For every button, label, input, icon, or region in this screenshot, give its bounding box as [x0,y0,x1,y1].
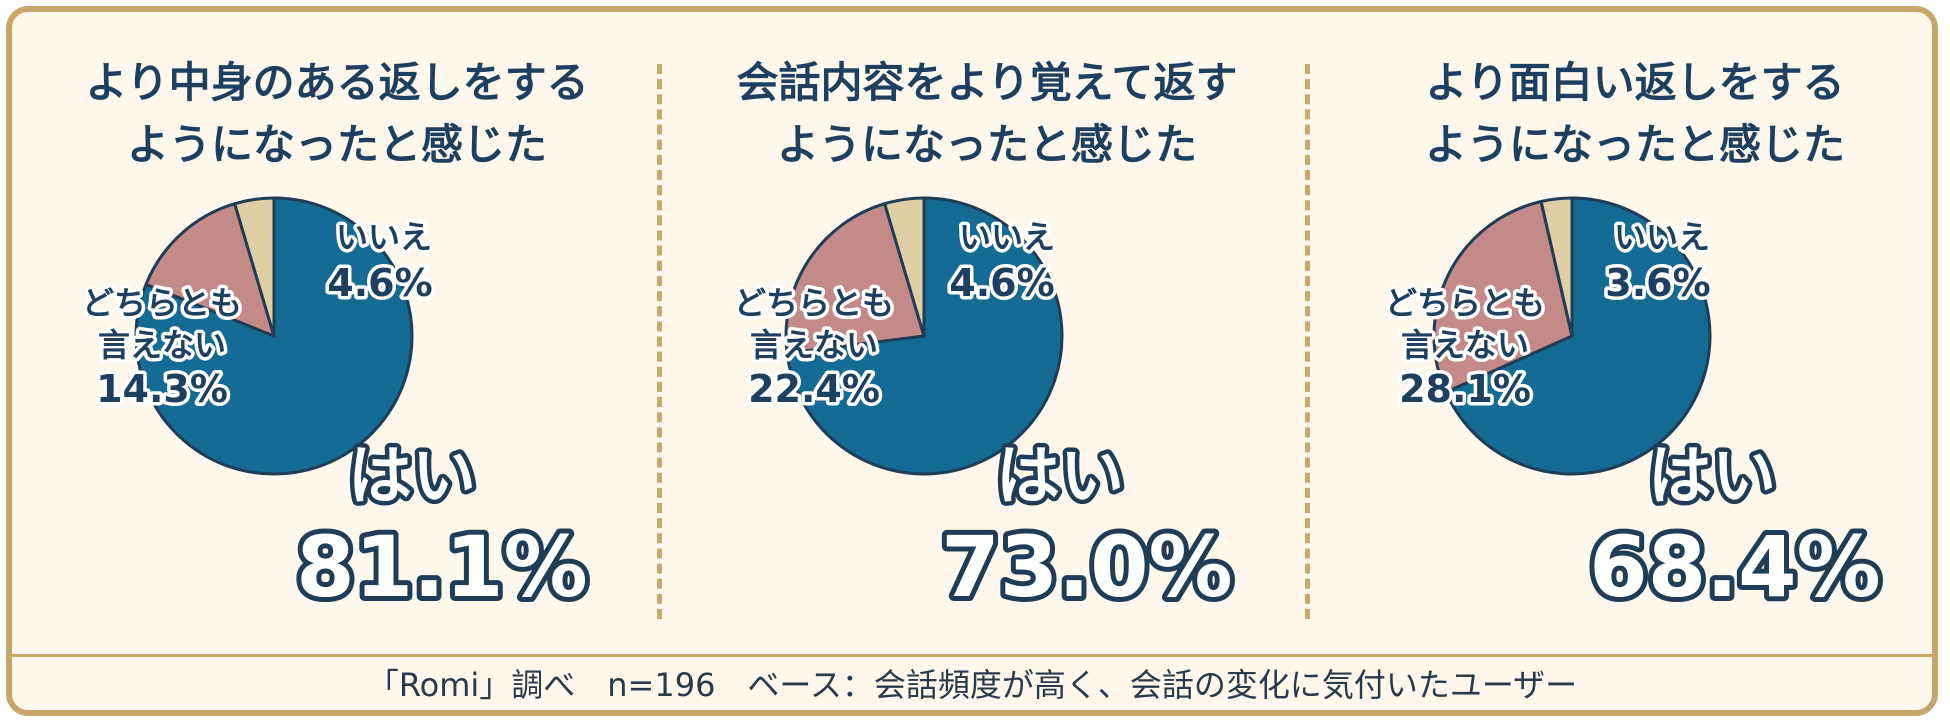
chart-title-2: 会話内容をより覚えて返す ようになったと感じた [682,52,1292,176]
no-value-3: 3.6% [1605,261,1710,305]
neither-label-1-line-1: どちらとも [82,284,242,322]
pie-panel-2: 会話内容をより覚えて返す ようになったと感じた いいえ 4.6% どちらとも 言… [662,12,1302,652]
pie-slices-3 [1432,196,1712,476]
neither-label-2-line-2: 言えない [750,326,878,364]
yes-value-3: 68.4% [1589,518,1880,616]
chart-title-3-line-1: より面白い返しをする [1425,58,1845,107]
neither-label-1-line-2: 言えない [98,326,226,364]
no-label-2: いいえ [959,218,1055,256]
neither-value-1: 14.3% [96,367,228,411]
pie-chart-2: いいえ 4.6% どちらとも 言えない 22.4% はい 73.0% [730,196,1238,621]
yes-value-2: 73.0% [941,518,1232,616]
chart-title-3: より面白い返しをする ようになったと感じた [1330,52,1940,176]
footer-divider [12,654,1932,657]
pie-slice-no [883,196,926,338]
yes-label-1: はい [348,440,476,514]
pie-slices-1 [134,196,414,476]
neither-value-3: 28.1% [1399,367,1531,411]
survey-source-note: 「Romi」調べ n=196 ベース：会話頻度が高く、会話の変化に気付いたユーザ… [366,666,1578,704]
yes-label-3: はい [1648,440,1776,514]
infographic-frame: より中身のある返しをする ようになったと感じた いいえ 4.6% どちらとも 言… [6,6,1938,716]
neither-label-3-line-2: 言えない [1401,326,1529,364]
pie-slice-neither [1432,200,1574,394]
no-label-3: いいえ [1614,218,1710,256]
pie-slice-neither [784,202,926,355]
chart-title-1: より中身のある返しをする ようになったと感じた [32,52,642,176]
no-label-1: いいえ [336,218,432,256]
pie-slices-2 [784,196,1064,476]
no-value-1: 4.6% [327,261,432,305]
pie-slice-yes [1444,196,1712,476]
chart-title-1-line-2: ようになったと感じた [126,120,547,169]
chart-title-3-line-2: ようになったと感じた [1424,120,1845,169]
pie-slice-no [233,196,276,338]
no-value-2: 4.6% [949,261,1054,305]
dashed-divider-2 [1305,64,1310,619]
neither-value-2: 22.4% [748,367,880,411]
neither-label-3-line-1: どちらとも [1385,284,1545,322]
pie-chart-1: いいえ 4.6% どちらとも 言えない 14.3% はい 81.1% [78,196,593,621]
pie-panel-1: より中身のある返しをする ようになったと感じた いいえ 4.6% どちらとも 言… [12,12,652,652]
chart-title-1-line-1: より中身のある返しをする [85,58,589,107]
pie-slice-neither [144,202,276,338]
chart-title-2-line-2: ようになったと感じた [776,120,1197,169]
dashed-divider-1 [657,64,662,619]
pie-slice-no [1539,196,1574,338]
chart-title-2-line-1: 会話内容をより覚えて返す [736,58,1238,107]
yes-label-2: はい [996,440,1124,514]
neither-label-2-line-1: どちらとも [734,284,894,322]
pie-chart-3: いいえ 3.6% どちらとも 言えない 28.1% はい 68.4% [1381,196,1886,621]
yes-value-1: 81.1% [296,518,587,616]
pie-panel-3: より面白い返しをする ようになったと感じた いいえ 3.6% どちらとも 言えな… [1310,12,1950,652]
